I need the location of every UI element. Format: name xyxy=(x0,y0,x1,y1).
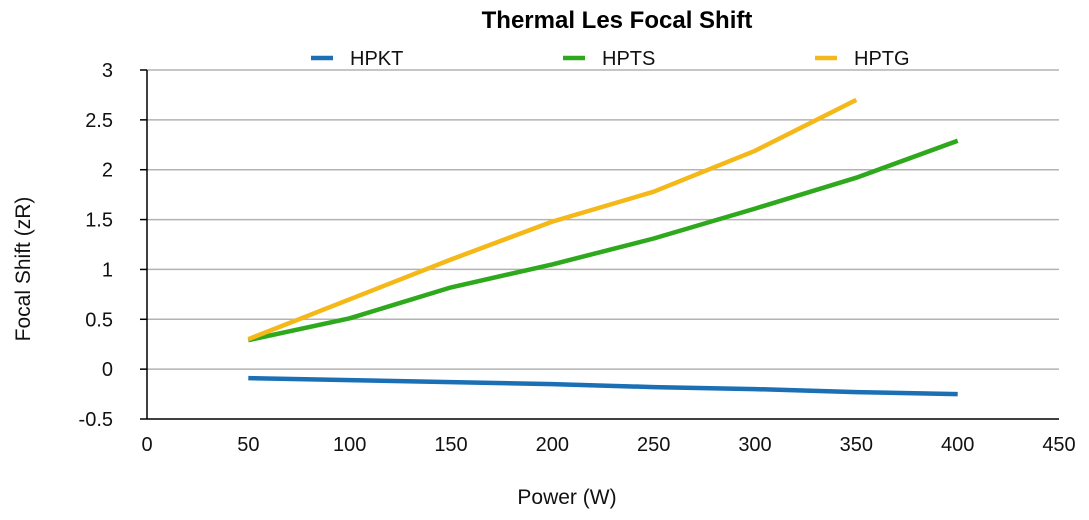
y-tick-label: 1 xyxy=(102,259,113,281)
y-axis-label: Focal Shift (zR) xyxy=(12,197,35,342)
y-tick-label: 1.5 xyxy=(85,210,113,232)
y-tick-label: 2 xyxy=(102,160,113,182)
y-tick-label: 3 xyxy=(102,60,113,82)
legend-label-hpkt: HPKT xyxy=(350,48,403,70)
legend-label-hpts: HPTS xyxy=(602,48,655,70)
x-tick-label: 450 xyxy=(1042,434,1075,456)
chart-title: Thermal Les Focal Shift xyxy=(482,7,753,34)
y-tick-label: 2.5 xyxy=(85,110,113,132)
series-line-hptg xyxy=(247,97,858,342)
legend-label-hptg: HPTG xyxy=(854,48,910,70)
x-tick-label: 0 xyxy=(141,434,152,456)
series-group xyxy=(247,97,959,397)
x-tick-label: 200 xyxy=(536,434,569,456)
legend: HPKT HPTS HPTG xyxy=(311,48,910,70)
x-tick-label: 400 xyxy=(941,434,974,456)
x-tick-label: 50 xyxy=(237,434,259,456)
x-tick-label: 150 xyxy=(434,434,467,456)
y-tick-label: -0.5 xyxy=(79,409,113,431)
x-axis-label: Power (W) xyxy=(517,486,616,509)
y-tick-label: 0 xyxy=(102,359,113,381)
series-line-hpkt xyxy=(248,375,958,397)
y-tick-label: 0.5 xyxy=(85,309,113,331)
x-tick-label: 100 xyxy=(333,434,366,456)
x-tick-label: 300 xyxy=(738,434,771,456)
series-line-hpts xyxy=(247,138,959,343)
x-tick-label: 350 xyxy=(840,434,873,456)
x-tick-label: 250 xyxy=(637,434,670,456)
axes: -0.5 0 0.5 1 1.5 2 2.5 3 0 50 100 150 200 250 300 350 40… xyxy=(79,60,1076,456)
